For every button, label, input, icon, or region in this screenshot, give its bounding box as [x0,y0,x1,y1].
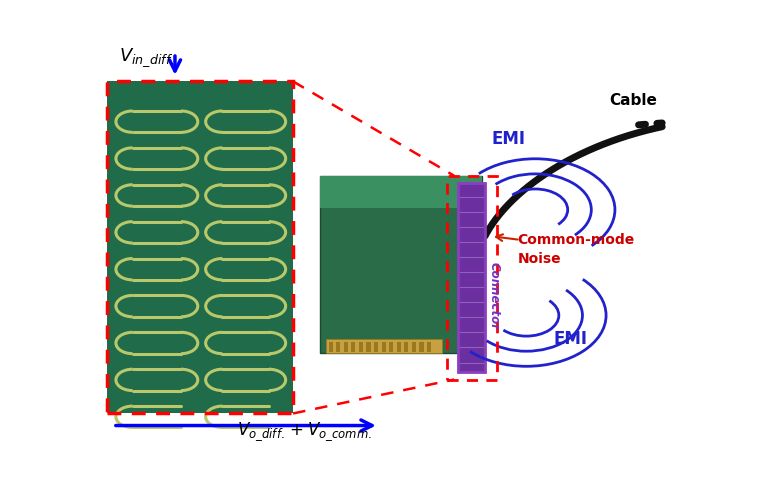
Bar [389,342,393,352]
Bar [320,176,482,353]
Text: $V_{in\_diff.}$: $V_{in\_diff.}$ [119,46,174,69]
Bar [374,342,378,352]
Text: EMI: EMI [491,130,526,147]
Bar [107,81,293,414]
Bar [459,183,485,372]
Bar [359,342,363,352]
Bar [107,81,293,414]
Bar [325,339,443,353]
Text: $V_{o\_diff.}+V_{o\_comm.}$: $V_{o\_diff.}+V_{o\_comm.}$ [237,421,372,443]
Bar [405,342,408,352]
Text: Common-mode
Noise: Common-mode Noise [517,233,635,266]
Bar [336,342,340,352]
Bar [427,342,431,352]
Bar [447,176,497,379]
Bar [320,176,482,208]
Bar [351,342,355,352]
Text: Cable: Cable [609,93,657,108]
Bar [344,342,347,352]
Bar [367,342,370,352]
Bar [382,342,386,352]
Text: EMI: EMI [554,330,588,348]
Bar [412,342,416,352]
Bar [397,342,401,352]
Bar [328,342,333,352]
Text: Connector: Connector [488,263,501,330]
Bar [419,342,424,352]
